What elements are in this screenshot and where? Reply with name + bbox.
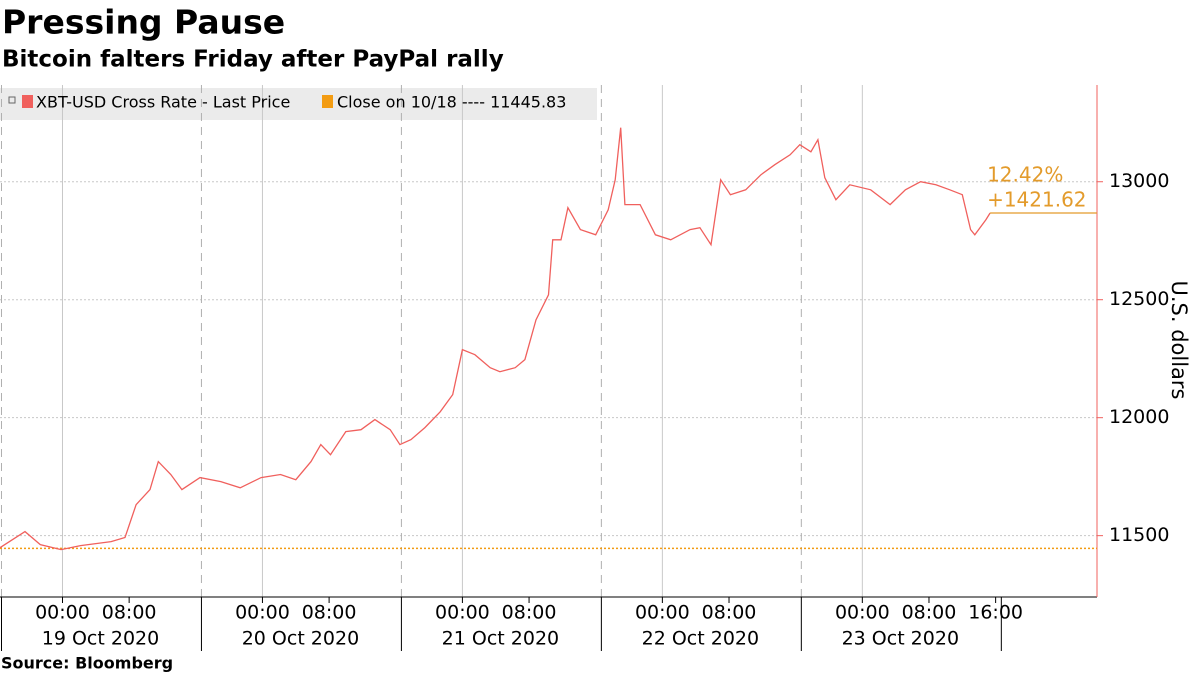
x-date-label: 19 Oct 2020 [42,628,159,650]
x-tick-label: 08:00 [102,602,157,624]
y-tick-label: 13000 [1109,170,1169,192]
y-tick-label: 12500 [1109,288,1169,310]
x-date-label: 20 Oct 2020 [242,628,359,650]
y-tick-label: 12000 [1109,406,1169,428]
y-axis-label: U.S. dollars [1167,280,1191,399]
source: Source: Bloomberg [1,654,173,673]
x-tick-label: 00:00 [35,602,90,624]
x-tick-label: 00:00 [235,602,290,624]
legend-icon [8,96,16,104]
legend-swatch [322,95,333,108]
y-tick-label: 11500 [1109,524,1169,546]
legend-swatch [22,95,33,108]
x-tick-label: 00:00 [635,602,690,624]
x-tick-label: 00:00 [835,602,890,624]
x-tick-label: 00:00 [435,602,490,624]
x-tick-label: 16:00 [968,602,1023,624]
x-tick-label: 08:00 [502,602,557,624]
annotation: 12.42% [987,163,1063,187]
x-tick-label: 08:00 [302,602,357,624]
x-tick-label: 08:00 [902,602,957,624]
x-tick-label: 08:00 [702,602,757,624]
legend-label: Close on 10/18 ---- 11445.83 [337,93,566,112]
legend-label: XBT-USD Cross Rate - Last Price [36,93,290,112]
chart-title: Pressing Pause [2,3,285,42]
x-date-label: 22 Oct 2020 [642,628,759,650]
x-date-label: 21 Oct 2020 [442,628,559,650]
price-line [0,127,991,551]
legend-box [0,88,597,120]
x-date-label: 23 Oct 2020 [842,628,959,650]
annotation: +1421.62 [987,188,1086,212]
chart-subtitle: Bitcoin falters Friday after PayPal rall… [2,47,504,73]
